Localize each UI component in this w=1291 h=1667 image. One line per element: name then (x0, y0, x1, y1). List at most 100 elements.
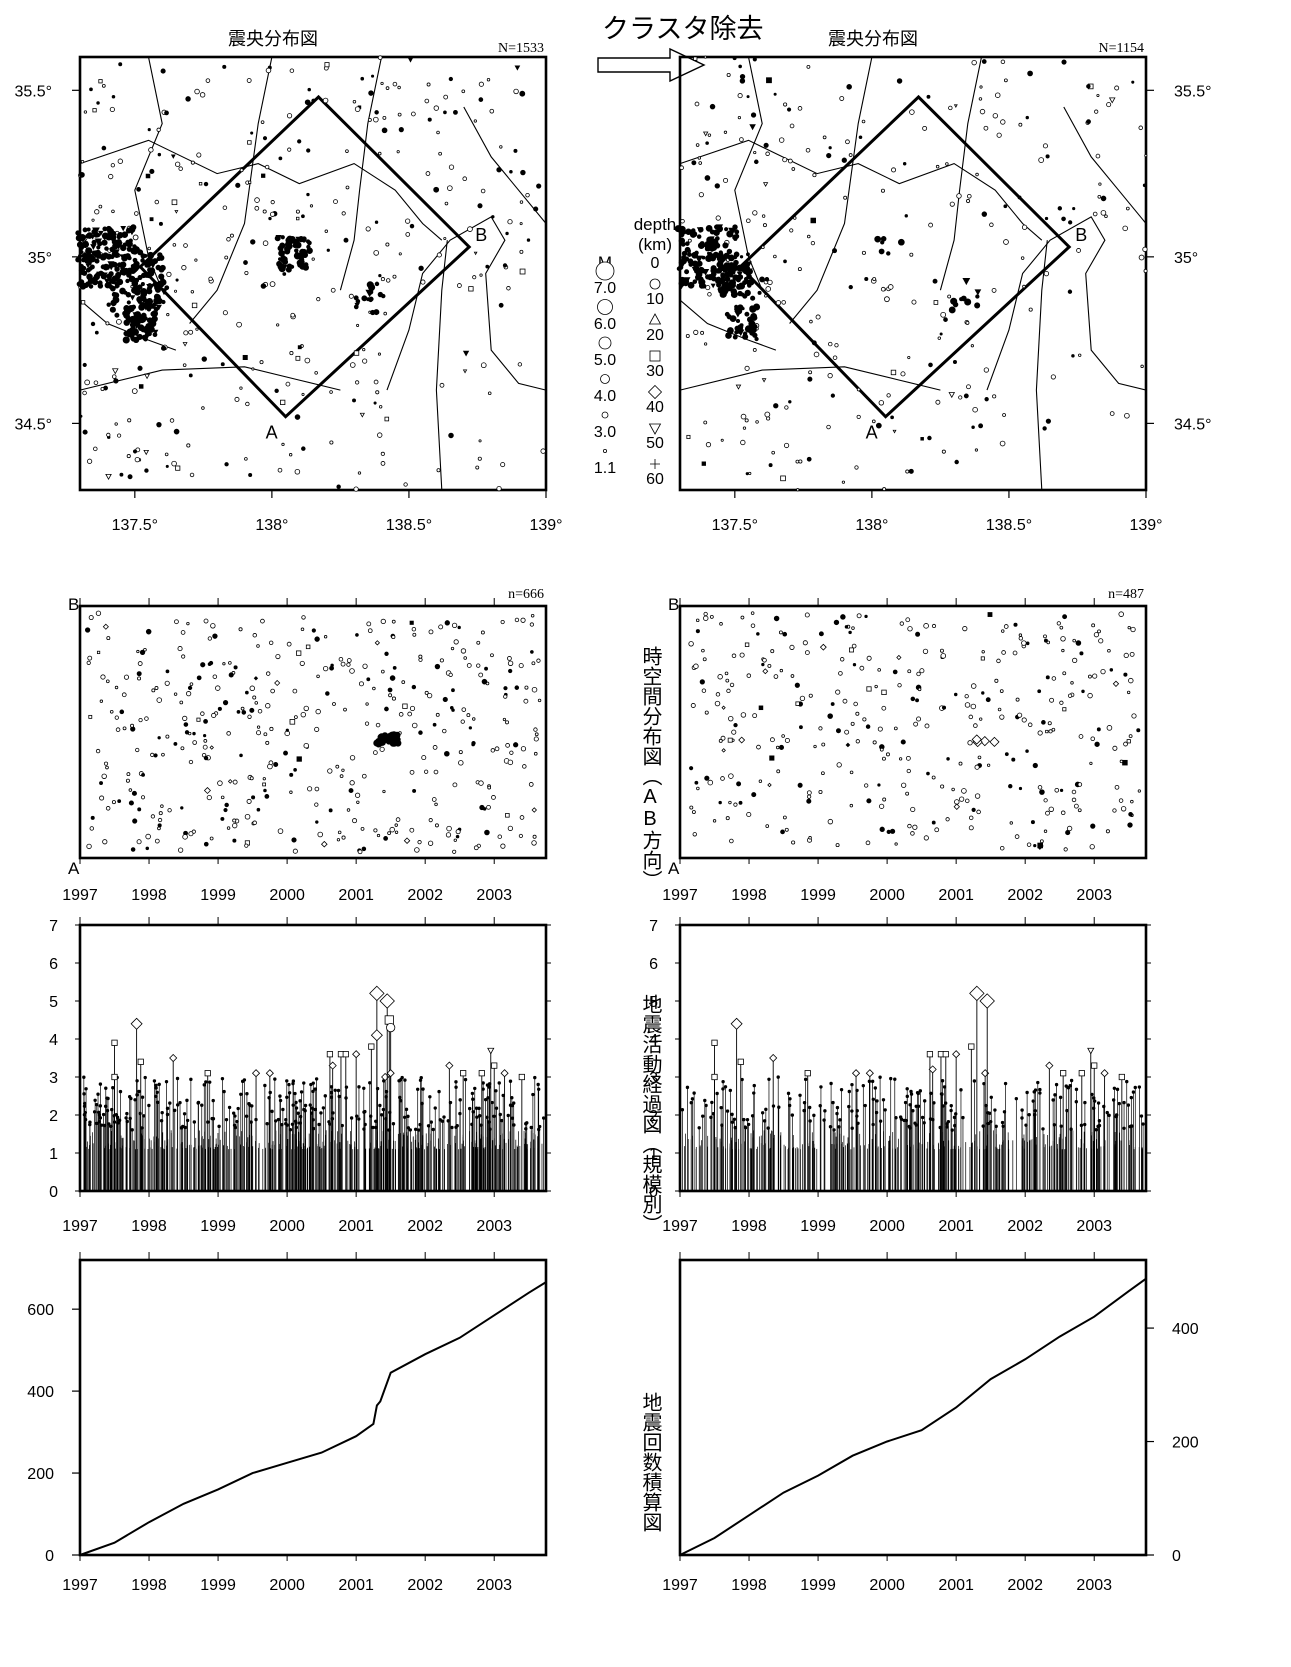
magnitude-point (222, 1089, 226, 1094)
spacetime-point (203, 739, 208, 743)
magnitude-point (287, 1091, 292, 1095)
epicenter-point (226, 237, 231, 242)
epicenter-point (357, 471, 362, 475)
spacetime-point (256, 644, 260, 648)
x-tick-label: 1997 (662, 1577, 698, 1594)
magnitude-point (362, 1127, 366, 1131)
cluster-epicenter (701, 268, 710, 276)
cumulative-frame (78, 1258, 548, 1557)
epicenter-point (693, 329, 699, 335)
magnitude-point (847, 1104, 851, 1109)
spacetime-point (1072, 657, 1078, 664)
epicenter-point (170, 154, 176, 159)
spacetime-point (186, 622, 190, 626)
cluster-epicenter (140, 282, 145, 287)
magnitude-point (881, 1098, 886, 1102)
magnitude-point (298, 1099, 302, 1103)
spacetime-point (88, 615, 94, 621)
epicenter-point (935, 399, 941, 405)
spacetime-point (398, 712, 404, 717)
epicenter-point (807, 376, 813, 382)
epicenter-point (753, 150, 757, 155)
epicenter-point (245, 401, 250, 407)
cluster-epicenter (353, 295, 359, 301)
epicenter-point (773, 254, 777, 259)
cluster-epicenter (146, 307, 152, 312)
spacetime-point (346, 808, 351, 812)
cluster-epicenter (91, 239, 97, 245)
cluster-epicenter (92, 279, 99, 286)
spacetime-point (256, 807, 261, 812)
epicenter-point (911, 299, 917, 305)
magnitude-point (525, 1121, 529, 1125)
spacetime-point (329, 665, 334, 671)
epicenter-point (737, 116, 741, 120)
x-tick-label: 2001 (938, 1218, 974, 1235)
cluster-epicenter (736, 327, 743, 334)
spacetime-point (339, 774, 344, 778)
spacetime-point (827, 713, 833, 719)
y-tick-label: 0 (45, 1548, 54, 1565)
cluster-epicenter (719, 290, 727, 298)
magnitude-point (278, 1094, 282, 1098)
spacetime-point (531, 807, 537, 813)
magnitude-point (276, 1117, 281, 1122)
spacetime-point (300, 711, 307, 718)
cluster-epicenter (132, 336, 140, 344)
epicenter-point (354, 380, 360, 385)
spacetime-point (151, 688, 156, 693)
epicenter-point (1072, 206, 1076, 211)
magnitude-point (302, 1081, 306, 1085)
magnitude-point (285, 1079, 289, 1083)
coastline (79, 139, 443, 241)
spacetime-point (926, 771, 930, 776)
epicenter-point (966, 384, 971, 390)
epicenter-point (380, 451, 385, 456)
magnitude-point (1083, 1122, 1087, 1127)
magnitude-point (902, 1118, 906, 1123)
epicenter-point (377, 352, 381, 356)
magnitude-point (317, 1122, 321, 1127)
epicenter-point (301, 214, 305, 219)
spacetime-point (738, 736, 746, 744)
large-event-marker (386, 1022, 396, 1033)
magnitude-point (803, 1077, 808, 1082)
spacetime-point (1090, 736, 1096, 742)
spacetime-point (779, 668, 784, 673)
cluster-epicenter (732, 224, 738, 230)
epicenter-point (1138, 254, 1145, 261)
epicenter-point (144, 373, 151, 380)
spacetime-point (145, 833, 151, 840)
magnitude-point (1038, 1087, 1042, 1092)
spacetime-point (997, 707, 1002, 712)
magnitude-point (1051, 1098, 1055, 1102)
spacetime-point (275, 653, 281, 660)
x-tick-label: 2000 (869, 1218, 905, 1235)
epicenter-point (798, 459, 803, 464)
magnitude-point (807, 1105, 812, 1110)
spacetime-point (303, 742, 309, 749)
epicenter-point (856, 414, 861, 420)
epicenter-point (84, 379, 91, 386)
cluster-epicenter (150, 311, 156, 317)
epicenter-point (269, 211, 276, 217)
x-tick-label: 139° (529, 517, 562, 534)
spacetime-point (412, 788, 417, 793)
magnitude-point (293, 1091, 297, 1096)
epicenter-point (920, 437, 924, 441)
spacetime-point (533, 736, 539, 742)
spacetime-point (522, 764, 527, 769)
spacetime-point (252, 695, 257, 700)
magnitude-point (909, 1089, 913, 1094)
epicenter-point (171, 199, 178, 206)
magnitude-point (494, 1089, 498, 1093)
magnitude-point (506, 1113, 510, 1118)
magnitude-point (863, 1103, 867, 1108)
spacetime-point (364, 721, 370, 726)
spacetime-point (507, 656, 512, 661)
cluster-epicenter (125, 240, 133, 248)
spacetime-point (451, 688, 455, 693)
spacetime-point (806, 798, 812, 804)
spacetime-point (508, 668, 513, 674)
spacetime-point (537, 698, 542, 703)
